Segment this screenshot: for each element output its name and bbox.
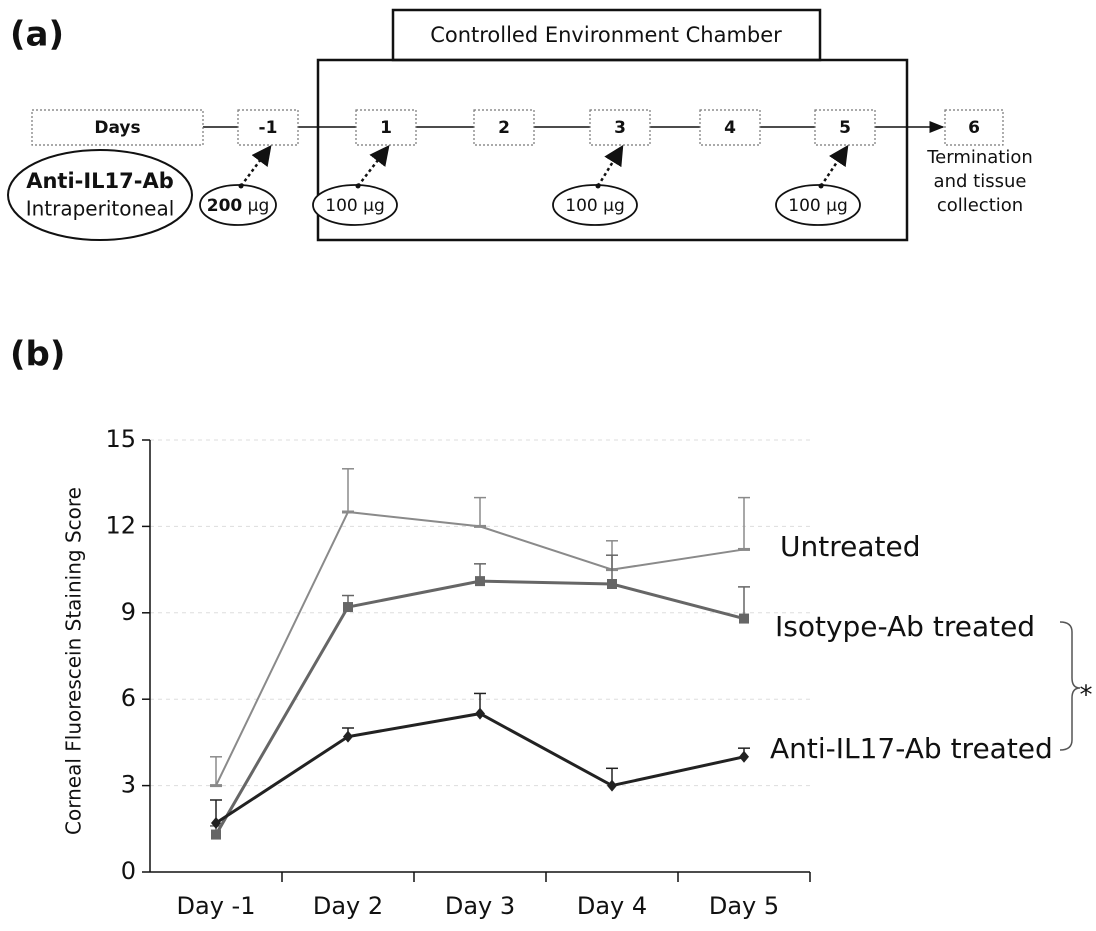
panel-label: (b) bbox=[10, 335, 65, 375]
dose-amount: 100 bbox=[565, 196, 597, 216]
day-label: 3 bbox=[614, 118, 626, 138]
x-tick-label: Day 3 bbox=[445, 892, 515, 920]
dose-arrow bbox=[819, 144, 849, 187]
dose-label: 100 µg bbox=[565, 196, 624, 216]
day-label: -1 bbox=[259, 118, 278, 138]
legend-label: Untreated bbox=[780, 530, 920, 563]
day-label: 2 bbox=[498, 118, 510, 138]
dose-unit: µg bbox=[603, 196, 625, 216]
dose-unit: µg bbox=[826, 196, 848, 216]
termination-label: and tissue bbox=[934, 171, 1027, 192]
dose-amount: 100 bbox=[325, 196, 357, 216]
dose-unit: µg bbox=[248, 196, 270, 216]
day-box bbox=[31, 109, 204, 146]
day-box bbox=[237, 109, 299, 146]
dose-arrow bbox=[239, 144, 272, 187]
dose-amount: 100 bbox=[788, 196, 820, 216]
day-label: 1 bbox=[380, 118, 392, 138]
y-axis-label: Corneal Fluorescein Staining Score bbox=[62, 487, 86, 835]
series-line bbox=[215, 712, 745, 825]
marker bbox=[739, 613, 749, 624]
panel-label: (a) bbox=[10, 15, 64, 55]
marker bbox=[739, 750, 749, 763]
dose-ellipse bbox=[312, 184, 398, 226]
chamber-title-box bbox=[391, 8, 822, 62]
y-tick-label: 3 bbox=[121, 771, 136, 799]
marker bbox=[343, 730, 353, 743]
dose-ellipse bbox=[552, 184, 638, 226]
dose-label: 100 µg bbox=[788, 196, 847, 216]
dose-arrow bbox=[357, 145, 390, 187]
termination-label: Termination bbox=[926, 147, 1033, 168]
day-label: 5 bbox=[839, 118, 851, 138]
y-tick-label: 15 bbox=[105, 425, 136, 453]
marker bbox=[607, 779, 617, 792]
day-box bbox=[699, 109, 761, 146]
day-label: Days bbox=[94, 118, 140, 138]
marker bbox=[211, 817, 221, 830]
x-tick-label: Day 4 bbox=[577, 892, 647, 920]
agent-route: Intraperitoneal bbox=[26, 197, 175, 221]
dose-amount: 200 bbox=[207, 196, 243, 216]
y-tick-label: 12 bbox=[105, 511, 136, 539]
chamber-title: Controlled Environment Chamber bbox=[430, 23, 782, 47]
marker bbox=[475, 707, 485, 720]
day-box bbox=[944, 109, 1004, 146]
x-tick-label: Day 2 bbox=[313, 892, 383, 920]
bracket bbox=[1059, 621, 1081, 751]
x-tick-label: Day -1 bbox=[177, 892, 256, 920]
marker bbox=[607, 579, 617, 589]
marker bbox=[211, 829, 221, 840]
dose-unit: µg bbox=[363, 196, 385, 216]
day-label: 4 bbox=[724, 118, 736, 138]
chamber-box bbox=[316, 58, 909, 242]
day-box bbox=[589, 109, 651, 146]
dose-ellipse bbox=[199, 184, 277, 226]
x-tick-label: Day 5 bbox=[709, 892, 779, 920]
agent-name: Anti-IL17-Ab bbox=[26, 169, 174, 193]
day-box bbox=[473, 109, 535, 146]
day-box bbox=[814, 109, 876, 146]
dose-label: 100 µg bbox=[325, 196, 384, 216]
marker bbox=[475, 576, 485, 587]
series-line bbox=[215, 510, 745, 787]
day-box bbox=[355, 109, 417, 146]
y-tick-label: 0 bbox=[121, 857, 136, 885]
significance: * bbox=[1080, 681, 1093, 711]
dose-arrow bbox=[596, 144, 624, 187]
dose-ellipse bbox=[775, 184, 861, 226]
agent-ellipse bbox=[7, 149, 193, 241]
day-label: 6 bbox=[968, 118, 980, 138]
marker bbox=[343, 602, 353, 613]
termination-label: collection bbox=[937, 195, 1023, 216]
legend-label: Anti-IL17-Ab treated bbox=[770, 732, 1053, 765]
y-tick-label: 9 bbox=[121, 598, 136, 626]
dose-label: 200 µg bbox=[207, 196, 270, 216]
y-tick-label: 6 bbox=[121, 684, 136, 712]
legend-label: Isotype-Ab treated bbox=[775, 610, 1035, 643]
